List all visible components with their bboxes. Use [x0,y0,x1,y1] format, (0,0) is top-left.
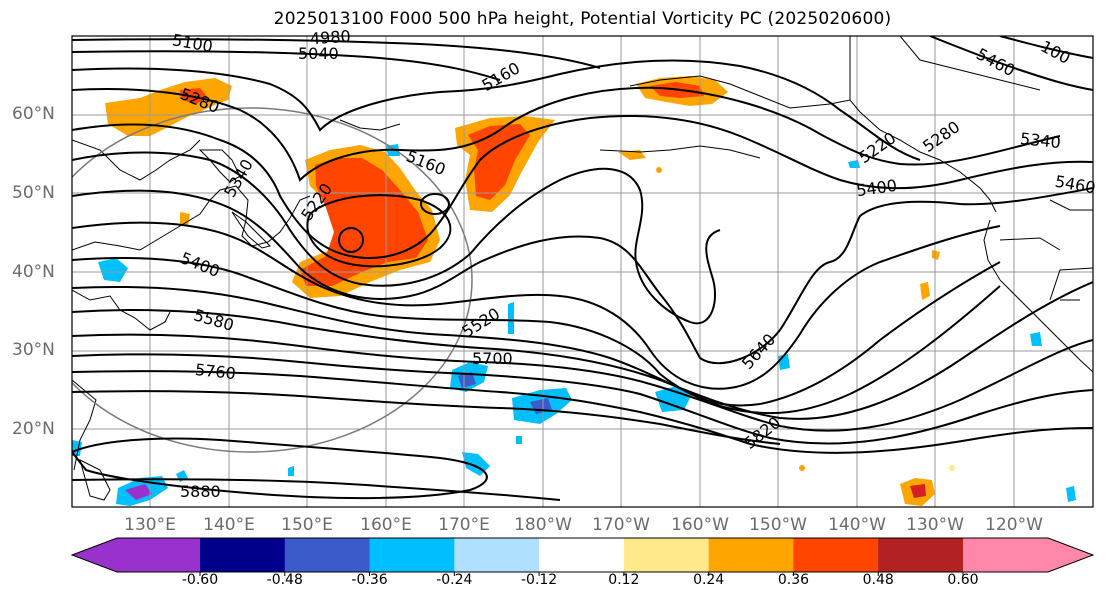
colorbar-outline [70,537,1095,573]
colorbar-tick-label: 0.48 [862,572,894,588]
lat-label-60n: 60°N [12,104,55,124]
colorbar-segment [793,538,879,572]
lat-label-20n: 20°N [12,419,55,439]
lon-label-130e: 130°E [124,515,176,535]
contour-label-5700: 5700 [472,349,513,368]
lon-label-140e: 140°E [203,515,255,535]
colorbar-tick-label: -0.48 [266,572,303,588]
map-frame [71,35,1094,508]
colorbar-tick-label: -0.60 [181,572,219,588]
colorbar-segment [200,538,286,572]
lon-label-170e: 170°E [438,515,490,535]
colorbar-tick-label: 0.12 [608,572,640,588]
lon-label-130w: 130°W [906,515,964,535]
lon-label-150w: 150°W [749,515,807,535]
colorbar-segment [963,538,1093,572]
colorbar-segment [454,538,540,572]
colorbar-segment [369,538,455,572]
contour-label-4980: 4980 [309,27,351,49]
lon-label-160w: 160°W [671,515,729,535]
colorbar-tick-label: 0.24 [693,572,725,588]
colorbar-tick-label: -0.36 [351,572,388,588]
colorbar-ticks [199,572,964,576]
colorbar-segments [72,538,1093,572]
lat-label-30n: 30°N [12,340,55,360]
contour-label-5280b: 5340 [1019,129,1061,152]
lon-label-140w: 140°W [828,515,886,535]
colorbar-segment [623,538,710,572]
lon-label-120w: 120°W [985,515,1043,535]
contour-labels: 4980 5040 5100 5160 5220 5280 5340 5400 … [171,27,1097,501]
colorbar-tick-label: -0.12 [520,572,558,588]
colorbar-segment [284,538,371,572]
coastlines [72,36,1093,501]
colorbar-segment [539,538,625,572]
colorbar-tick-label: -0.24 [436,572,473,588]
colorbar-tick-label: 0.36 [777,572,810,588]
lon-label-180w: 180°W [514,515,572,535]
lon-label-160e: 160°E [360,515,412,535]
map-title: 2025013100 F000 500 hPa height, Potentia… [273,9,892,29]
lat-label-50n: 50°N [12,183,55,203]
colorbar-tick-label: 0.60 [947,572,979,588]
colorbar-segment [878,538,964,572]
contour-label-5040: 5040 [298,44,339,63]
contour-label-5760: 5760 [194,360,236,383]
height-contours [72,36,1093,501]
lat-label-40n: 40°N [12,262,55,282]
contour-label-5880: 5880 [180,482,221,501]
colorbar-segment [708,538,794,572]
lon-label-170w: 170°W [592,515,650,535]
colorbar-segment [72,538,200,572]
reference-circle [72,107,473,453]
lon-label-150e: 150°E [281,515,333,535]
